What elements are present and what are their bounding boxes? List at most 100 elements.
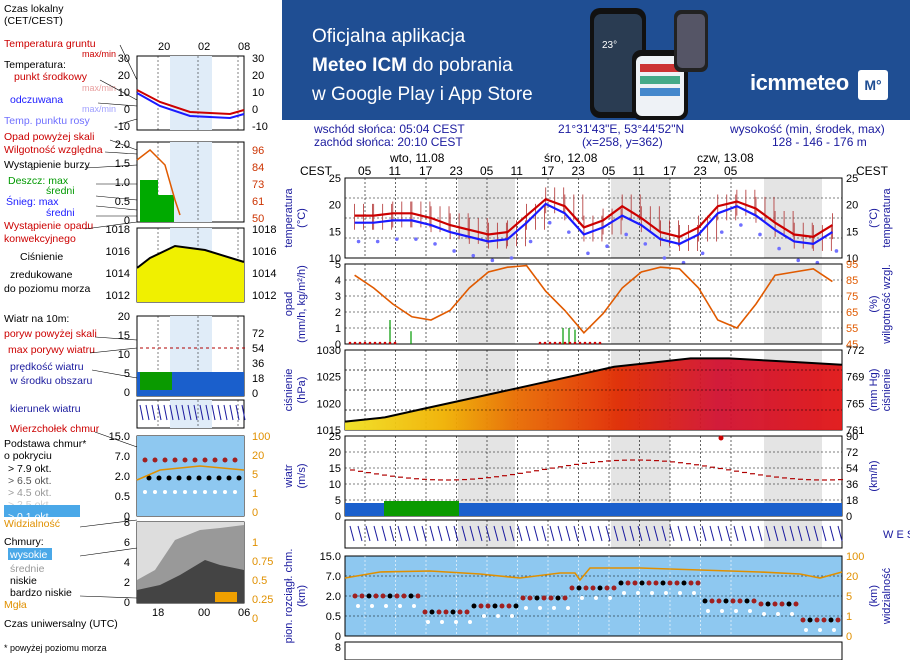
- legend-wind-tick-right: 0: [252, 388, 258, 400]
- legend-fog: Mgła: [4, 599, 27, 611]
- cloud-base-dot: [380, 593, 386, 599]
- opad-axis-label: opad: [283, 292, 295, 316]
- dew-point-dot: [739, 223, 743, 227]
- wind-direction-arrow: [589, 525, 595, 542]
- cloud-base-dot: [618, 580, 624, 586]
- legend-temp-ground-maxmin: max/min: [82, 49, 116, 59]
- dew-point-dot: [375, 239, 380, 244]
- dew-point-dot: [643, 242, 648, 246]
- legend-temp-ground: Temperatura gruntu: [4, 38, 96, 50]
- legend-connector: [79, 595, 138, 599]
- wind-direction-arrow: [501, 525, 507, 542]
- legend-pressure-tick-right: 1012: [252, 290, 276, 302]
- cloud-base-dot: [352, 593, 358, 599]
- wind-direction-arrow: [349, 525, 355, 542]
- precip-occurrence-dot: [358, 341, 362, 345]
- legend-pressure-tick-right: 1018: [252, 224, 276, 236]
- panel-border-kier: [344, 519, 843, 549]
- legend-pressure-tick-left: 1018: [106, 224, 130, 236]
- precip-occurrence-dot: [348, 341, 352, 345]
- cloud-base-dot-light: [734, 609, 738, 613]
- icm-logo-text: icmmeteo: [750, 70, 849, 95]
- legend-opad-tick-left: 1.5: [115, 158, 130, 170]
- legend-maxmin2: max/min: [82, 104, 116, 114]
- cloud-base-dot: [765, 601, 771, 607]
- cloud-base-dot: [786, 601, 792, 607]
- legend-wind-tick-right: 36: [252, 358, 264, 370]
- cloud-base-dot: [450, 609, 456, 615]
- wind-direction-arrow: [389, 525, 395, 542]
- tick-right: 1: [846, 611, 852, 623]
- legend-temp-tick-right: 30: [252, 53, 264, 65]
- precip-occurrence-dot: [563, 341, 567, 345]
- wind-direction-arrow: [605, 525, 611, 542]
- cest-left: CEST: [300, 164, 333, 178]
- hour-label: 17: [419, 164, 433, 178]
- cloud-base-dot-light: [720, 609, 724, 613]
- wind-direction-arrow: [541, 525, 547, 542]
- tick-right: 20: [846, 571, 858, 583]
- pressure-axis-unit-right: (mm Hg): [868, 369, 880, 412]
- wind-direction-arrow: [629, 525, 635, 542]
- legend-connector: [119, 118, 138, 125]
- day-label: śro, 12.08: [544, 151, 598, 165]
- precip-occurrence-dot: [578, 341, 582, 345]
- wind-direction-arrow: [485, 525, 491, 542]
- banner-line3: w Google Play i App Store: [312, 84, 533, 105]
- tick-right: 18: [846, 495, 858, 507]
- legend-panel: Czas lokalny (CET/CEST) 20 02 08 Temperatura …: [0, 0, 282, 660]
- tick-left: 0: [335, 339, 341, 351]
- wind-direction-arrow: [613, 525, 619, 542]
- legend-connector: [97, 102, 138, 107]
- legend-temp-tick-left: 20: [118, 70, 130, 82]
- cest-right: CEST: [856, 164, 889, 178]
- cloud-base-dot: [835, 617, 841, 623]
- legend-cloud-tick-left: 2.0: [115, 471, 130, 483]
- elevation-label: wysokość (min, środek, max): [730, 122, 885, 136]
- cloud-base-dot-light: [468, 620, 472, 624]
- tick-right: 100: [846, 551, 864, 563]
- cloud-base-dot: [464, 609, 470, 615]
- legend-cloud-dot: [202, 457, 208, 463]
- night-band: [458, 520, 515, 548]
- panel-frame-bottom: [344, 641, 843, 660]
- legend-rain-bar: [140, 180, 158, 222]
- wind-direction-arrow: [693, 525, 699, 542]
- dew-point-dot: [452, 249, 456, 253]
- legend-cl-tick-right: 0.5: [252, 575, 267, 587]
- tick-right: 0: [846, 511, 852, 523]
- dew-point-dot: [509, 256, 514, 260]
- app-banner[interactable]: Oficjalna aplikacja Meteo ICM do pobrani…: [282, 0, 910, 120]
- tick-left: 10: [329, 479, 341, 491]
- wind-speed-area-high: [384, 501, 459, 516]
- legend-direction-arrow: [223, 404, 228, 421]
- wind-direction-arrow: [469, 525, 475, 542]
- precip-occurrence-dot: [548, 341, 552, 345]
- cloud-base-dot: [709, 598, 715, 604]
- wind-direction-arrow: [597, 525, 603, 542]
- legend-cloud-dot2: [176, 475, 182, 481]
- legend-opad-tick-right: 84: [252, 162, 264, 174]
- wind-direction-arrow: [749, 525, 755, 542]
- legend-cl-tick-left: 2: [124, 577, 130, 589]
- legend-pressure-line: [136, 244, 245, 269]
- precip-occurrence-dot: [383, 341, 387, 345]
- cloud-base-dot: [744, 598, 750, 604]
- legend-connector: [119, 44, 138, 81]
- dew-point-dot: [777, 246, 781, 251]
- legend-direction-arrow: [199, 404, 204, 421]
- cloud-base-dot-light: [594, 596, 598, 600]
- cloud-base-dot: [513, 603, 519, 609]
- wind-direction-arrow: [653, 525, 659, 542]
- legend-cl-tick-right: 0.25: [252, 594, 273, 606]
- cloud-base-dot: [541, 595, 547, 601]
- legend-cloud-tick-left: 0.5: [115, 491, 130, 503]
- wind-direction-arrow: [669, 525, 675, 542]
- legend-rain-bar2: [156, 195, 174, 222]
- cloud-base-dot: [716, 598, 722, 604]
- temp-axis-unit-right: (°C): [868, 208, 880, 228]
- tick-left: 1030: [317, 345, 341, 357]
- legend-cloud-dot2: [216, 475, 222, 481]
- legend-okt: > 0.1 okt.: [8, 511, 52, 523]
